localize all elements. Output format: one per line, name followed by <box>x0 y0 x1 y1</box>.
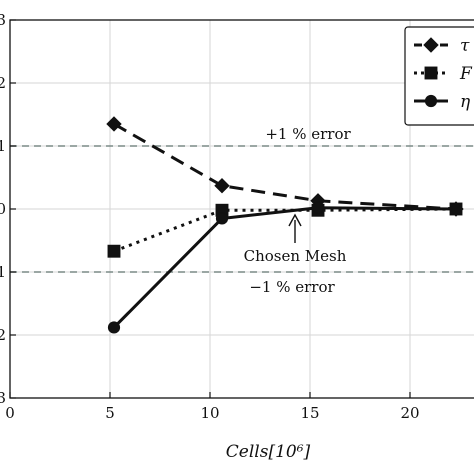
series-line <box>113 207 457 253</box>
data-point <box>215 212 229 225</box>
y-tick-label: 3 <box>0 389 6 407</box>
series-circle <box>107 201 463 334</box>
x-tick-label: 5 <box>105 404 115 422</box>
legend-marker <box>424 66 438 80</box>
legend-marker <box>424 94 438 108</box>
legend-label: F <box>459 64 473 84</box>
x-axis-label: Cells[10⁶] <box>226 442 311 462</box>
data-point <box>107 321 121 334</box>
data-point <box>214 177 230 194</box>
series-line <box>112 206 457 329</box>
y-tick-label: 1 <box>0 137 6 155</box>
legend-label: η <box>460 92 471 112</box>
y-tick-label: 0 <box>0 200 6 218</box>
ref-label-upper: +1 % error <box>265 125 351 143</box>
x-tick-label: 0 <box>5 404 15 422</box>
legend-marker <box>423 37 439 53</box>
annotation-arrow <box>288 213 302 243</box>
x-tick-label: 20 <box>400 404 419 422</box>
data-point <box>107 244 121 258</box>
y-tick-label: 2 <box>0 74 6 92</box>
y-tick-label: 1 <box>0 263 6 281</box>
data-point <box>106 116 122 132</box>
data-point <box>311 201 325 214</box>
y-tick-label: 2 <box>0 326 6 344</box>
series-line <box>113 122 457 211</box>
ticks: 05101520253210123 <box>0 11 420 422</box>
x-tick-label: 10 <box>200 404 219 422</box>
legend-label: τ <box>460 36 470 56</box>
y-tick-label: 3 <box>0 11 6 29</box>
annotation-chosen-mesh: Chosen Mesh <box>244 247 347 265</box>
data-point <box>449 202 463 216</box>
series-layer <box>106 116 464 334</box>
ref-label-lower: −1 % error <box>249 278 335 296</box>
x-tick-label: 15 <box>300 404 319 422</box>
legend: τFη <box>404 26 474 126</box>
